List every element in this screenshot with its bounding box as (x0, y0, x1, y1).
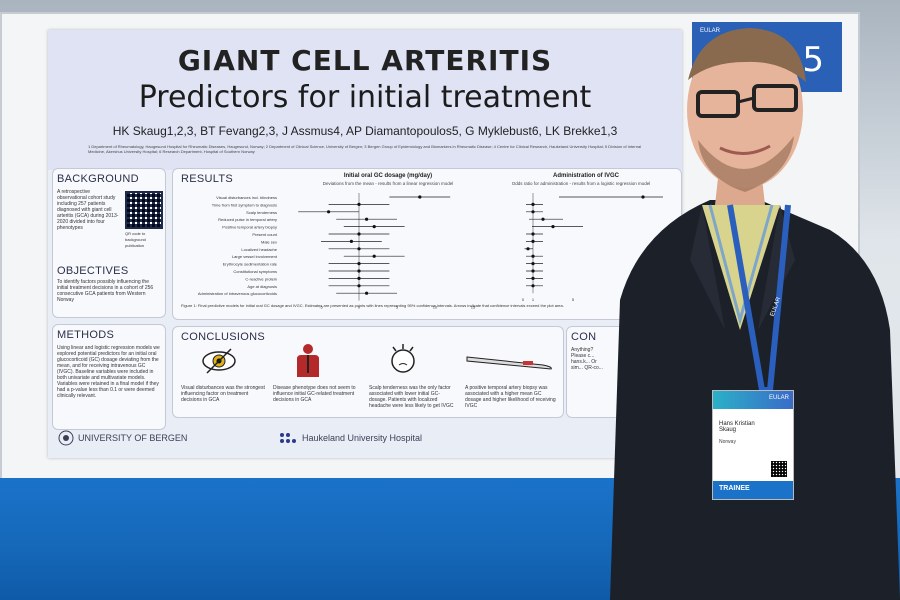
headache-icon (391, 344, 415, 373)
qr-code-icon (125, 191, 163, 229)
chart1-category-label: Administration of intravenous glucocorti… (198, 291, 277, 296)
chart1-category-label: Localized headache (241, 247, 277, 252)
chart2-point (551, 225, 555, 229)
biopsy-icon (466, 356, 552, 370)
chart1-category-label: Positive temporal artery biopsy (222, 225, 277, 230)
chart2-point (531, 254, 535, 258)
conclusion-2: Disease phenotype does not seem to influ… (273, 385, 356, 403)
chart1-point (357, 276, 361, 280)
body-icon (297, 344, 319, 377)
chart2-tick-label: 1 (532, 297, 535, 302)
badge-role: TRAINEE (719, 485, 750, 492)
footer-university: UNIVERSITY OF BERGEN (78, 433, 188, 443)
methods-box: METHODS Using linear and logistic regres… (52, 324, 166, 430)
conclusion-4: A positive temporal artery biopsy was as… (465, 385, 556, 409)
sign-label: EULAR (700, 28, 721, 34)
chart1-point (418, 195, 422, 199)
chart2-point (531, 269, 535, 273)
contact-heading: CON (571, 331, 597, 343)
chart1-tick-label: 5 (396, 305, 399, 310)
badge-country: Norway (719, 439, 736, 445)
chart1-tick-label: 10 (433, 305, 438, 310)
background-text: A retrospective observational cohort stu… (57, 189, 119, 231)
chart1-point (357, 232, 361, 236)
background-box: BACKGROUND A retrospective observational… (52, 168, 166, 318)
badge-header: EULAR (713, 391, 793, 409)
chart2-point (531, 232, 535, 236)
badge-qr-icon (771, 461, 787, 477)
chart2-point (531, 284, 535, 288)
background-heading: BACKGROUND (57, 173, 139, 185)
poster-subtitle: Predictors for initial treatment (138, 80, 592, 115)
chart1-category-label: Constitutional symptoms (233, 269, 277, 274)
chart1-point (372, 254, 376, 258)
badge-role-bar: TRAINEE (713, 481, 793, 499)
poster-affiliations: 1 Department of Rheumatology, Haugesund … (88, 144, 642, 154)
eye-icon (202, 348, 236, 374)
name-badge: EULAR Hans Kristian Skaug Norway TRAINEE (712, 390, 794, 500)
chart2-point (531, 276, 535, 280)
figure-caption: Figure 1: Final predictive models for in… (181, 303, 564, 308)
chart1-tick-label: -5 (319, 305, 323, 310)
footer-hospital: Haukeland University Hospital (302, 433, 423, 443)
chart1-point (357, 262, 361, 266)
chart1-category-label: Large vessel involvement (232, 254, 278, 259)
qr-caption: QR code to background publication (125, 231, 146, 248)
chart1-point (357, 202, 361, 206)
conclusion-1: Visual disturbances was the strongest in… (181, 385, 265, 403)
chart1-category-label: Time from first symptom to diagnosis (212, 202, 277, 207)
chart1-category-label: Male sex (261, 239, 277, 244)
conclusion-3: Scalp tenderness was the only factor ass… (369, 385, 454, 409)
chart2-point (541, 217, 545, 221)
chart1-category-label: Scalp tenderness (246, 210, 277, 215)
chart2-tick-label: 5 (572, 297, 575, 302)
chart1-point (357, 247, 361, 251)
chart2-subtitle: Odds ratio for administration - results … (511, 181, 651, 186)
university-seal-icon (58, 430, 74, 446)
chart2-point (531, 210, 535, 214)
chart1-subtitle: Deviations from the mean - results from … (322, 181, 454, 186)
conclusions-box: CONCLUSIONS Visual disturbances was the … (172, 326, 564, 418)
chart1-point (365, 291, 369, 295)
chart2-point (641, 195, 645, 199)
chart2-point (531, 262, 535, 266)
chart1-category-label: C-reactive protein (245, 276, 277, 281)
results-heading: RESULTS (181, 173, 234, 185)
objectives-text: To identify factors possibly influencing… (57, 279, 154, 303)
chart1-point (327, 210, 331, 214)
hospital-logo-icon (280, 433, 296, 443)
objectives-heading: OBJECTIVES (57, 265, 129, 277)
chart1-point (365, 217, 369, 221)
chart2-point (526, 247, 530, 251)
chart1-point (357, 284, 361, 288)
poster-header (48, 30, 682, 170)
chart2-point (531, 202, 535, 206)
chart1-point (349, 239, 353, 243)
chart1-tick-label: 0 (358, 305, 361, 310)
chart1-title: Initial oral GC dosage (mg/day) (343, 173, 433, 179)
presenter-person (610, 28, 900, 600)
contact-text: Anything? Please c... hans.k... Or sim..… (571, 347, 603, 371)
results-box: RESULTS Initial oral GC dosage (mg/day) … (172, 168, 682, 320)
conclusions-heading: CONCLUSIONS (181, 331, 265, 343)
chart1-tick-label: 15 (471, 305, 476, 310)
forest-plots: Visual disturbances incl. blindness Time … (198, 193, 663, 310)
chart2-tick-label: 0 (522, 297, 525, 302)
chart1-point (372, 225, 376, 229)
chart2-title: Administration of IVGC (553, 173, 619, 179)
poster-authors: HK Skaug1,2,3, BT Fevang2,3, J Assmus4, … (112, 124, 618, 138)
poster-title: GIANT CELL ARTERITIS (177, 44, 553, 77)
chart1-category-label: Erythrocyte sedimentation rate (223, 262, 278, 267)
chart1-category-label: Reduced pulse in temporal artery (218, 217, 277, 222)
sign-number: 5 (802, 40, 824, 80)
chart1-category-label: Visual disturbances incl. blindness (216, 195, 277, 200)
badge-org: EULAR (768, 395, 789, 401)
methods-heading: METHODS (57, 329, 115, 341)
badge-name: Hans Kristian Skaug (719, 421, 755, 433)
chart1-category-label: Age at diagnosis (247, 284, 277, 289)
chart1-category-label: Present count (252, 232, 278, 237)
chart1-point (357, 269, 361, 273)
methods-text: Using linear and logistic regression mod… (57, 345, 160, 399)
chart2-point (531, 239, 535, 243)
